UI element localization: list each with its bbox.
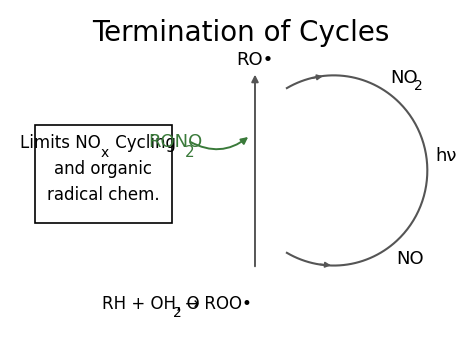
Text: RO•: RO• xyxy=(237,50,273,69)
Bar xyxy=(35,125,172,223)
Text: → ROO•: → ROO• xyxy=(180,295,251,313)
Text: NO: NO xyxy=(390,69,418,87)
Text: x: x xyxy=(101,146,109,160)
Text: radical chem.: radical chem. xyxy=(47,186,160,204)
Text: hν: hν xyxy=(435,147,456,165)
Text: 2: 2 xyxy=(414,79,423,93)
Text: 2: 2 xyxy=(184,144,194,160)
Text: Termination of Cycles: Termination of Cycles xyxy=(92,19,390,47)
Text: and organic: and organic xyxy=(55,160,152,178)
Text: RONO: RONO xyxy=(148,133,203,151)
Text: NO: NO xyxy=(397,250,424,268)
Text: RH + OH, O: RH + OH, O xyxy=(102,295,200,313)
Text: 2: 2 xyxy=(173,306,182,320)
Text: Limits NO: Limits NO xyxy=(20,133,101,152)
Text: Cycling: Cycling xyxy=(110,133,176,152)
